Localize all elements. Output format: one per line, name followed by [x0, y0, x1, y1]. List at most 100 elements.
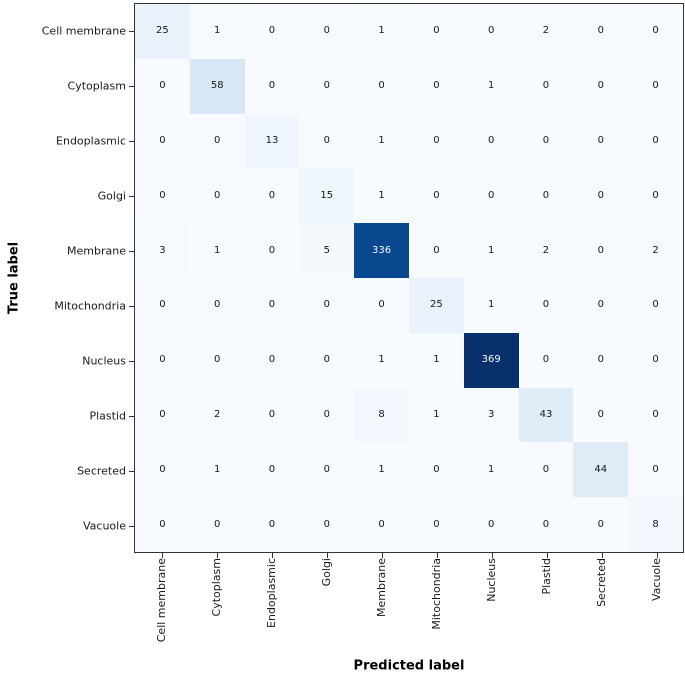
matrix-cell: 0: [135, 332, 190, 388]
matrix-cell: 0: [189, 332, 245, 388]
matrix-cell: 336: [354, 223, 409, 278]
x-tick-mark: [546, 553, 548, 558]
matrix-cell: 0: [628, 277, 683, 333]
matrix-cell: 0: [299, 113, 355, 169]
matrix-cell: 0: [573, 168, 629, 224]
matrix-cell: 369: [463, 332, 519, 388]
matrix-cell: 13: [244, 113, 300, 169]
x-tick-label: Membrane: [374, 558, 388, 617]
x-tick-mark: [601, 553, 603, 558]
matrix-cell: 0: [463, 168, 519, 224]
x-tick-label: Endoplasmic: [264, 558, 278, 628]
matrix-cell: 1: [354, 332, 409, 388]
matrix-cell: 0: [299, 4, 355, 59]
y-tick-label: Cytoplasm: [67, 79, 126, 92]
matrix-cell: 0: [244, 497, 300, 552]
matrix-cell: 0: [244, 332, 300, 388]
matrix-cell: 0: [573, 223, 629, 278]
y-tick-mark: [129, 360, 134, 362]
matrix-cell: 0: [408, 113, 464, 169]
matrix-cell: 0: [299, 277, 355, 333]
matrix-cell: 8: [628, 497, 683, 552]
x-tick-label: Vacuole: [649, 558, 663, 601]
matrix-cell: 1: [463, 223, 519, 278]
matrix-cell: 3: [463, 387, 519, 443]
x-tick-label: Plastid: [539, 558, 553, 595]
y-tick-mark: [129, 525, 134, 527]
matrix-cell: 0: [463, 497, 519, 552]
matrix-cell: 0: [244, 223, 300, 278]
x-tick-label: Golgi: [319, 558, 333, 587]
matrix-cell: 0: [299, 58, 355, 114]
x-tick-label: Cell membrane: [154, 558, 168, 643]
matrix-cell: 1: [463, 277, 519, 333]
matrix-cell: 1: [189, 442, 245, 498]
matrix-cell: 0: [135, 387, 190, 443]
x-tick-label: Mitochondria: [429, 558, 443, 630]
matrix-cell: 1: [408, 332, 464, 388]
y-tick-mark: [129, 30, 134, 32]
matrix-cell: 58: [189, 58, 245, 114]
y-tick-label: Secreted: [77, 464, 126, 477]
x-tick-mark: [161, 553, 163, 558]
y-tick-mark: [129, 305, 134, 307]
matrix-cell: 0: [518, 497, 574, 552]
y-axis-label: True label: [6, 241, 22, 315]
matrix-cell: 0: [518, 332, 574, 388]
matrix-cell: 1: [354, 113, 409, 169]
matrix-cell: 1: [463, 442, 519, 498]
matrix-cell: 0: [518, 168, 574, 224]
matrix-cell: 25: [408, 277, 464, 333]
matrix-cell: 8: [354, 387, 409, 443]
y-tick-label: Vacuole: [83, 519, 126, 532]
matrix-cell: 3: [135, 223, 190, 278]
matrix-cell: 0: [135, 113, 190, 169]
matrix-cell: 0: [628, 442, 683, 498]
matrix-cell: 44: [573, 442, 629, 498]
matrix-cell: 0: [189, 277, 245, 333]
matrix-cell: 5: [299, 223, 355, 278]
matrix-cell: 2: [189, 387, 245, 443]
matrix-cell: 0: [244, 277, 300, 333]
matrix-cell: 0: [244, 168, 300, 224]
matrix-cell: 0: [189, 168, 245, 224]
matrix-cell: 0: [573, 497, 629, 552]
x-tick-label: Secreted: [594, 558, 608, 607]
matrix-cell: 2: [518, 223, 574, 278]
matrix-cell: 0: [244, 4, 300, 59]
matrix-cell: 0: [189, 113, 245, 169]
matrix-cell: 1: [189, 4, 245, 59]
matrix-cell: 0: [573, 277, 629, 333]
matrix-cell: 0: [573, 113, 629, 169]
matrix-cell: 0: [628, 113, 683, 169]
matrix-cell: 0: [573, 4, 629, 59]
matrix-cell: 0: [354, 497, 409, 552]
x-axis-label: Predicted label: [353, 658, 465, 674]
y-tick-mark: [129, 85, 134, 87]
matrix-cell: 1: [463, 58, 519, 114]
matrix-cell: 0: [518, 277, 574, 333]
matrix-cell: 1: [408, 387, 464, 443]
y-tick-mark: [129, 415, 134, 417]
matrix-cell: 0: [135, 277, 190, 333]
y-tick-label: Nucleus: [82, 354, 126, 367]
matrix-cell: 0: [135, 58, 190, 114]
matrix-cell: 0: [244, 387, 300, 443]
matrix-cell: 1: [354, 4, 409, 59]
matrix-cell: 0: [408, 4, 464, 59]
matrix-cell: 2: [518, 4, 574, 59]
matrix-cell: 1: [354, 168, 409, 224]
matrix-cell: 1: [354, 442, 409, 498]
x-tick-mark: [436, 553, 438, 558]
matrix-cell: 0: [518, 58, 574, 114]
x-tick-mark: [491, 553, 493, 558]
matrix-cell: 0: [628, 168, 683, 224]
x-tick-label: Nucleus: [484, 558, 498, 602]
matrix-cell: 25: [135, 4, 190, 59]
matrix-cell: 0: [354, 58, 409, 114]
matrix-cell: 0: [135, 497, 190, 552]
matrix-cell: 0: [354, 277, 409, 333]
matrix-cell: 0: [408, 58, 464, 114]
matrix-cell: 0: [244, 442, 300, 498]
